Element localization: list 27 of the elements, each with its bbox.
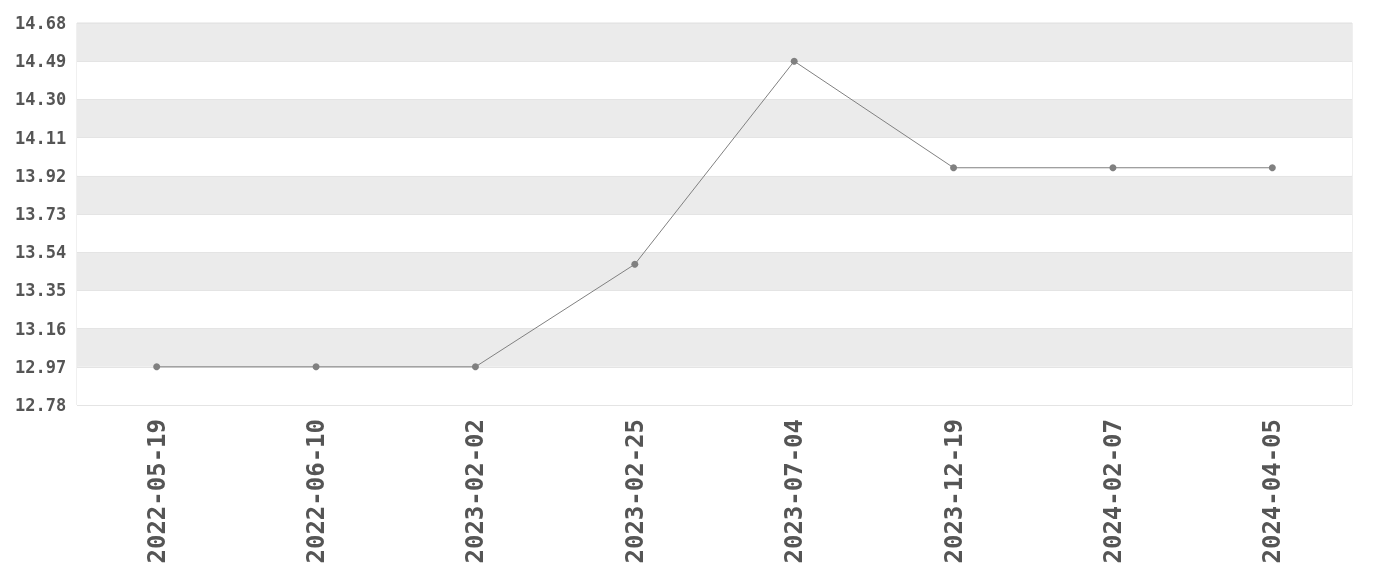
x-tick-label: 2023-12-19 xyxy=(939,419,968,564)
point xyxy=(471,363,479,371)
point xyxy=(1109,164,1117,172)
point xyxy=(1268,164,1276,172)
x-tick-label: 2022-05-19 xyxy=(142,419,171,564)
x-tick-label: 2024-04-05 xyxy=(1258,419,1287,564)
x-tick-label: 2023-02-02 xyxy=(461,419,490,564)
y-tick-label: 12.78 xyxy=(15,395,67,415)
point xyxy=(950,164,958,172)
y-tick-label: 13.54 xyxy=(15,242,67,263)
y-tick-label: 14.11 xyxy=(15,127,67,148)
y-tick-label: 13.92 xyxy=(15,165,67,186)
y-tick-label: 13.16 xyxy=(15,318,67,339)
y-tick-label: 12.97 xyxy=(15,356,67,377)
y-tick-label: 13.73 xyxy=(15,204,67,224)
y-tick-label: 14.68 xyxy=(15,13,67,33)
point xyxy=(631,260,639,268)
y-tick-label: 13.35 xyxy=(15,280,67,301)
point xyxy=(790,57,798,65)
x-tick-label: 2023-02-25 xyxy=(620,419,649,564)
point xyxy=(312,363,320,371)
point xyxy=(153,363,161,371)
x-tick-label: 2023-07-04 xyxy=(780,419,809,564)
y-tick-label: 14.30 xyxy=(15,89,67,110)
x-tick-label: 2022-06-10 xyxy=(302,419,331,564)
y-tick-label: 14.49 xyxy=(15,51,67,72)
x-tick-label: 2024-02-07 xyxy=(1098,419,1127,564)
